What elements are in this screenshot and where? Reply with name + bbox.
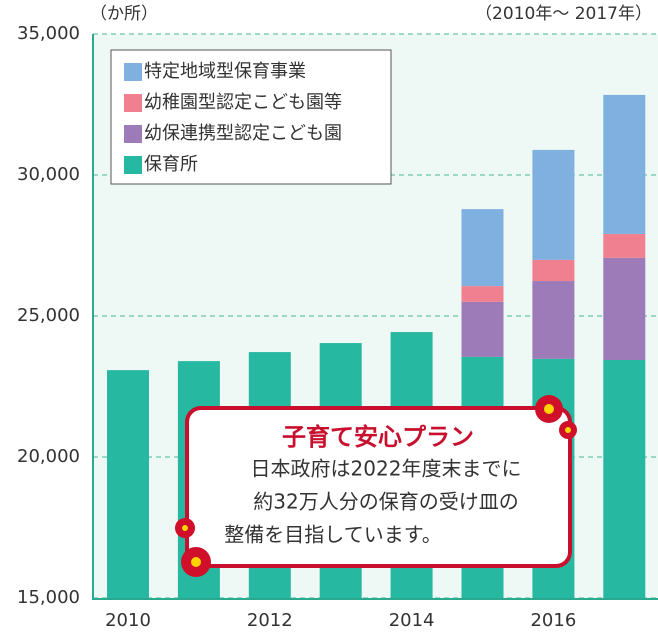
x-tick-label: 2014 <box>389 610 435 631</box>
legend-box <box>110 49 392 185</box>
y-tick-label: 15,000 <box>17 587 80 608</box>
legend-label: 幼稚園型認定こども園等 <box>144 92 342 113</box>
bar-segment <box>532 259 575 282</box>
bar-segment <box>461 301 504 357</box>
x-tick-label: 2016 <box>530 610 576 631</box>
flower-center <box>565 427 571 433</box>
callout: 子育て安心プラン 日本政府は2022年度末までに 約32万人分の保育の受け皿の … <box>175 395 577 577</box>
bar-segment <box>603 257 646 360</box>
bar-segment <box>461 286 504 302</box>
callout-line: 日本政府は2022年度末までに <box>251 457 522 481</box>
y-unit: （か所） <box>90 4 158 24</box>
period: （2010年～ 2017年） <box>475 4 652 24</box>
callout-title: 子育て安心プラン <box>282 423 474 451</box>
callout-line: 約32万人分の保育の受け皿の <box>253 490 518 514</box>
bar-segment <box>603 94 646 234</box>
legend-swatch <box>124 156 142 174</box>
y-tick-label: 20,000 <box>17 446 80 467</box>
bar-segment <box>603 233 646 258</box>
y-tick-label: 35,000 <box>17 23 80 44</box>
bar-segment <box>532 149 575 260</box>
legend-label: 幼保連携型認定こども園 <box>144 123 342 144</box>
y-tick-label: 30,000 <box>17 164 80 185</box>
bar-segment <box>603 359 646 598</box>
legend-swatch <box>124 125 142 143</box>
flower-center <box>191 557 201 567</box>
legend-label: 特定地域型保育事業 <box>144 61 306 82</box>
callout-box <box>185 406 572 568</box>
flower-center <box>544 404 554 414</box>
bar-segment <box>461 209 504 287</box>
y-tick-label: 25,000 <box>17 305 80 326</box>
callout-line: 整備を目指しています。 <box>224 523 441 547</box>
x-tick-label: 2012 <box>247 610 293 631</box>
legend-label: 保育所 <box>144 154 198 175</box>
legend-swatch <box>124 63 142 81</box>
flower-center <box>182 525 188 531</box>
bar-segment <box>107 370 149 598</box>
x-tick-label: 2010 <box>105 610 151 631</box>
bar-segment <box>532 281 575 359</box>
legend-swatch <box>124 94 142 112</box>
